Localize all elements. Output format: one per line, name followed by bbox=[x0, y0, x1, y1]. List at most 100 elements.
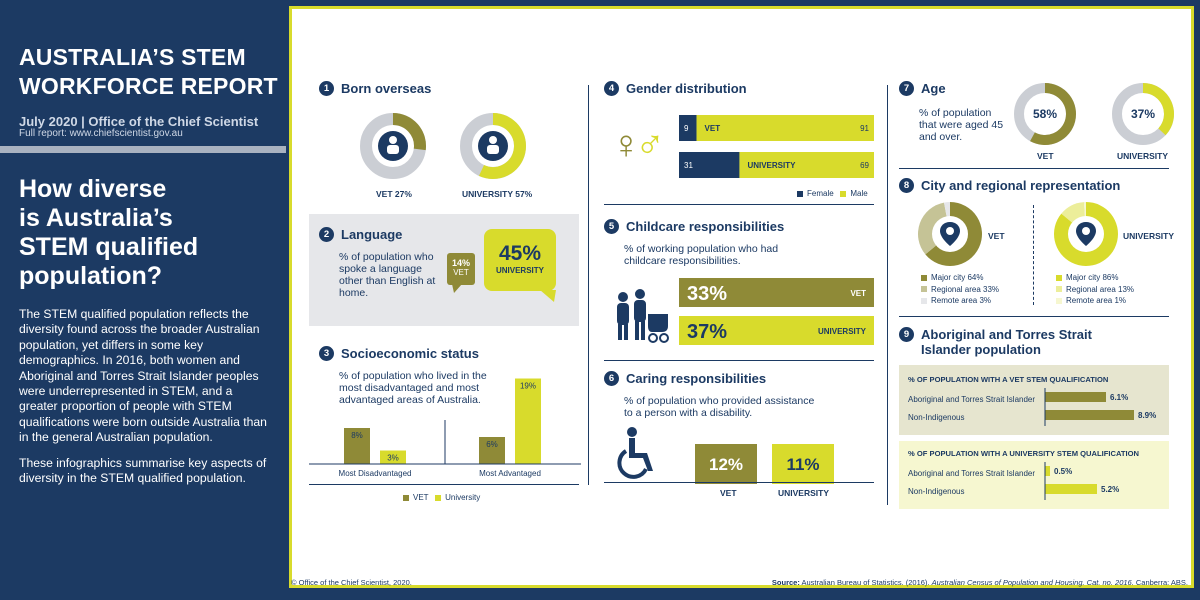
uni-indigenous-chart: 0.5% 5.2% bbox=[1044, 462, 1119, 500]
data-label: 12% bbox=[709, 455, 743, 474]
category-label: VET bbox=[850, 289, 866, 298]
vet-city-label: VET bbox=[988, 231, 1005, 241]
section-title: City and regional representation bbox=[921, 178, 1121, 193]
main-question: How diverse is Australia’s STEM qualifie… bbox=[19, 175, 199, 290]
uni-born-donut bbox=[460, 113, 526, 179]
legend-swatch-regional bbox=[1056, 286, 1062, 293]
category-label: VET bbox=[705, 124, 721, 133]
uni-language-bubble: 45% UNIVERSITY bbox=[484, 229, 556, 291]
section-born-overseas: 1 Born overseas bbox=[319, 81, 431, 96]
section-number: 9 bbox=[899, 327, 914, 342]
language-description: % of population who spoke a language oth… bbox=[339, 251, 436, 299]
vet-born-label: VET 27% bbox=[376, 189, 412, 199]
data-label: 5.2% bbox=[1101, 485, 1119, 494]
category-label: Most Disadvantaged bbox=[339, 469, 412, 478]
bar-vet bbox=[344, 428, 370, 464]
section-number: 4 bbox=[604, 81, 619, 96]
vet-age-value: 58% bbox=[1032, 107, 1058, 121]
socioeconomic-legend: VET University bbox=[403, 493, 480, 502]
caring-uni-label: UNIVERSITY bbox=[778, 488, 830, 498]
data-label: 9 bbox=[684, 124, 689, 133]
bar-vet bbox=[479, 437, 505, 464]
section-title: Language bbox=[341, 227, 403, 242]
section-title: Socioeconomic status bbox=[341, 346, 479, 361]
caring-vet-label: VET bbox=[720, 488, 737, 498]
section-title: Gender distribution bbox=[626, 81, 747, 96]
vet-city-legend: Major city 64% Regional area 33% Remote … bbox=[921, 272, 999, 307]
report-link[interactable]: Full report: www.chiefscientist.gov.au bbox=[19, 128, 183, 139]
uni-indigenous-box bbox=[899, 441, 1169, 509]
childcare-description: % of working population who had childcar… bbox=[624, 243, 779, 267]
bar-university bbox=[772, 444, 834, 484]
caring-description: % of population who provided assistance … bbox=[624, 395, 815, 419]
data-label: 3% bbox=[387, 454, 399, 463]
vet-age-label: VET bbox=[1037, 151, 1054, 161]
age-donuts bbox=[1014, 83, 1174, 145]
legend-swatch-vet bbox=[403, 494, 409, 501]
vet-born-donut bbox=[360, 113, 426, 179]
legend-swatch-university bbox=[435, 494, 442, 501]
bar bbox=[1045, 466, 1050, 476]
uni-age-value: 37% bbox=[1130, 107, 1156, 121]
section-indigenous: 9 Aboriginal and Torres Strait Islander … bbox=[899, 327, 1092, 357]
legend-swatch-female bbox=[797, 190, 803, 197]
legend-swatch-remote bbox=[921, 297, 927, 304]
vet-language-bubble: 14% VET bbox=[447, 253, 475, 285]
data-label: 37% bbox=[687, 321, 727, 343]
section-childcare: 5 Childcare responsibilities bbox=[604, 219, 784, 234]
data-label: 6.1% bbox=[1110, 393, 1128, 402]
legend-swatch-remote bbox=[1056, 297, 1062, 304]
data-label: 33% bbox=[687, 283, 727, 305]
bar-male bbox=[739, 152, 874, 178]
bar bbox=[1045, 410, 1134, 420]
uni-age-donut bbox=[1112, 83, 1174, 145]
age-description: % of population that were aged 45 and ov… bbox=[919, 107, 1004, 143]
legend-swatch-major-city bbox=[921, 274, 927, 281]
bar bbox=[1045, 392, 1106, 402]
row-label: Non-Indigenous bbox=[908, 487, 965, 496]
vet-indigenous-box bbox=[899, 365, 1169, 435]
sidebar: AUSTRALIA’S STEM WORKFORCE REPORT July 2… bbox=[0, 0, 286, 600]
legend-swatch-male bbox=[840, 190, 847, 197]
bar-university bbox=[679, 316, 874, 345]
vet-age-donut bbox=[1014, 83, 1076, 145]
section-age: 7 Age bbox=[899, 81, 946, 96]
divider bbox=[604, 360, 874, 361]
section-city-regional: 8 City and regional representation bbox=[899, 178, 1120, 193]
gender-chart: 9 VET 91 31 UNIVERSITY 69 bbox=[679, 115, 874, 178]
speech-tail bbox=[452, 284, 462, 293]
bar-vet bbox=[695, 444, 757, 484]
category-label: UNIVERSITY bbox=[818, 327, 867, 336]
section-title: Islander population bbox=[921, 342, 1041, 357]
column-divider bbox=[588, 85, 589, 485]
gender-legend: Female Male bbox=[797, 189, 868, 198]
report-title: AUSTRALIA’S STEM WORKFORCE REPORT bbox=[19, 44, 278, 99]
bar-female bbox=[679, 115, 697, 141]
uni-indigenous-heading: % OF POPULATION WITH A UNIVERSITY STEM Q… bbox=[908, 449, 1140, 458]
divider bbox=[0, 146, 286, 153]
legend-swatch-major-city bbox=[1056, 274, 1062, 281]
source-citation: Source: Australian Bureau of Statistics.… bbox=[771, 578, 1188, 587]
socioeconomic-chart: 8% 3% Most Disadvantaged 6% 19% Most Advantag… bbox=[309, 378, 581, 478]
section-title: Childcare responsibilities bbox=[626, 219, 785, 234]
data-label: 8.9% bbox=[1138, 411, 1156, 420]
divider bbox=[1033, 205, 1034, 305]
vet-indigenous-heading: % OF POPULATION WITH A VET STEM QUALIFIC… bbox=[908, 375, 1109, 384]
bar bbox=[1045, 484, 1097, 494]
bar-vet bbox=[679, 278, 874, 307]
family-icon bbox=[617, 289, 669, 343]
section-number: 8 bbox=[899, 178, 914, 193]
data-label: 6% bbox=[486, 440, 498, 449]
location-pin-icon bbox=[940, 222, 960, 246]
bar-university bbox=[515, 378, 541, 464]
section-caring: 6 Caring responsibilities bbox=[604, 371, 766, 386]
section-gender: 4 Gender distribution bbox=[604, 81, 747, 96]
column-divider bbox=[887, 85, 888, 505]
data-label: 31 bbox=[684, 161, 693, 170]
uni-age-label: UNIVERSITY bbox=[1117, 151, 1169, 161]
section-title: Born overseas bbox=[341, 81, 432, 96]
data-label: 11% bbox=[786, 455, 819, 474]
socioeconomic-description: % of population who lived in the most di… bbox=[339, 370, 487, 406]
location-pin-icon bbox=[1076, 222, 1096, 246]
section-number: 1 bbox=[319, 81, 334, 96]
